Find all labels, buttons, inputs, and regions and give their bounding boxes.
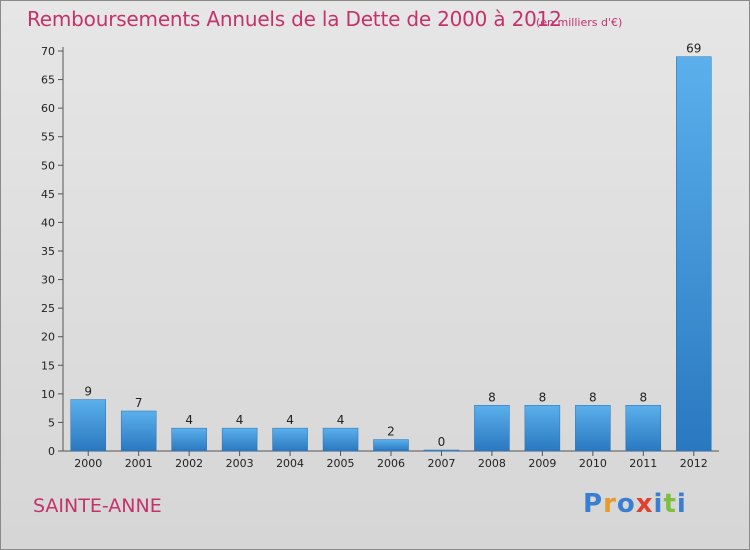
- bar-value-label: 8: [639, 390, 647, 404]
- bar: [575, 405, 611, 452]
- y-tick-label: 40: [41, 216, 55, 229]
- brand-logo-letter: o: [616, 489, 636, 519]
- x-axis: 2000 2001 2002 2003 2004 2005 2006 2007 2008 2009…: [63, 450, 719, 470]
- y-tick-label: 15: [41, 359, 55, 372]
- bar-value-label: 4: [236, 413, 244, 427]
- y-tick-label: 55: [41, 131, 55, 144]
- y-tick-label: 45: [41, 188, 55, 201]
- y-tick-label: 60: [41, 102, 55, 115]
- x-tick-label: 2008: [478, 457, 506, 470]
- brand-logo-letter: P: [583, 489, 604, 519]
- bar-value-label: 2: [387, 425, 395, 439]
- brand-logo-letter: i: [676, 489, 687, 519]
- y-tick-label: 10: [41, 388, 55, 401]
- bar-value-label: 4: [286, 413, 294, 427]
- x-tick-label: 2001: [125, 457, 153, 470]
- brand-logo: Proxiti: [583, 489, 687, 519]
- bar: [625, 405, 662, 452]
- y-tick-label: 35: [41, 245, 55, 258]
- bar: [171, 427, 207, 452]
- bar-value-label: 0: [438, 435, 446, 449]
- bar: [272, 427, 308, 452]
- bar: [373, 439, 409, 452]
- bars: 9 7 4 4 4 4 2 0 8 8 8 8 69: [70, 42, 712, 452]
- bar-value-label: 9: [84, 385, 92, 399]
- bar-value-label: 4: [185, 413, 193, 427]
- bar: [524, 405, 561, 452]
- chart-subtitle: (en milliers d'€): [536, 16, 623, 29]
- x-tick-label: 2002: [175, 457, 203, 470]
- y-tick-label: 0: [48, 445, 55, 458]
- bar-value-label: 8: [589, 390, 597, 404]
- y-tick-label: 65: [41, 74, 55, 87]
- bar: [120, 410, 157, 452]
- y-tick-label: 5: [48, 416, 55, 429]
- bar: [70, 399, 106, 452]
- bar-value-label: 8: [488, 390, 496, 404]
- bar-value-label: 69: [686, 42, 701, 56]
- y-tick-label: 25: [41, 302, 55, 315]
- y-tick-label: 50: [41, 159, 55, 172]
- y-axis: 0 5 10 15 20 25 30 35 40 45 50 55 60 65 70: [41, 45, 64, 458]
- x-tick-label: 2009: [528, 457, 556, 470]
- x-tick-label: 2005: [327, 457, 355, 470]
- brand-logo-letter: x: [635, 489, 654, 519]
- bar: [221, 427, 258, 452]
- x-tick-label: 2007: [427, 457, 455, 470]
- chart-title: Remboursements Annuels de la Dette de 20…: [27, 7, 562, 31]
- bar-value-label: 4: [337, 413, 345, 427]
- x-tick-label: 2011: [629, 457, 657, 470]
- commune-name: SAINTE-ANNE: [33, 495, 162, 517]
- bar: [322, 427, 359, 452]
- brand-logo-letter: t: [663, 489, 677, 519]
- brand-logo-letter: i: [653, 489, 664, 519]
- x-tick-label: 2010: [579, 457, 607, 470]
- x-tick-label: 2012: [680, 457, 708, 470]
- brand-logo-letter: r: [603, 489, 617, 519]
- bar: [423, 449, 460, 452]
- y-tick-label: 70: [41, 45, 55, 58]
- bar: [676, 56, 712, 452]
- x-tick-label: 2000: [74, 457, 102, 470]
- bar-value-label: 8: [539, 390, 547, 404]
- x-tick-label: 2003: [226, 457, 254, 470]
- y-tick-label: 30: [41, 274, 55, 287]
- x-tick-label: 2006: [377, 457, 405, 470]
- x-tick-label: 2004: [276, 457, 304, 470]
- bar-value-label: 7: [135, 396, 143, 410]
- y-tick-label: 20: [41, 331, 55, 344]
- bar: [474, 405, 510, 452]
